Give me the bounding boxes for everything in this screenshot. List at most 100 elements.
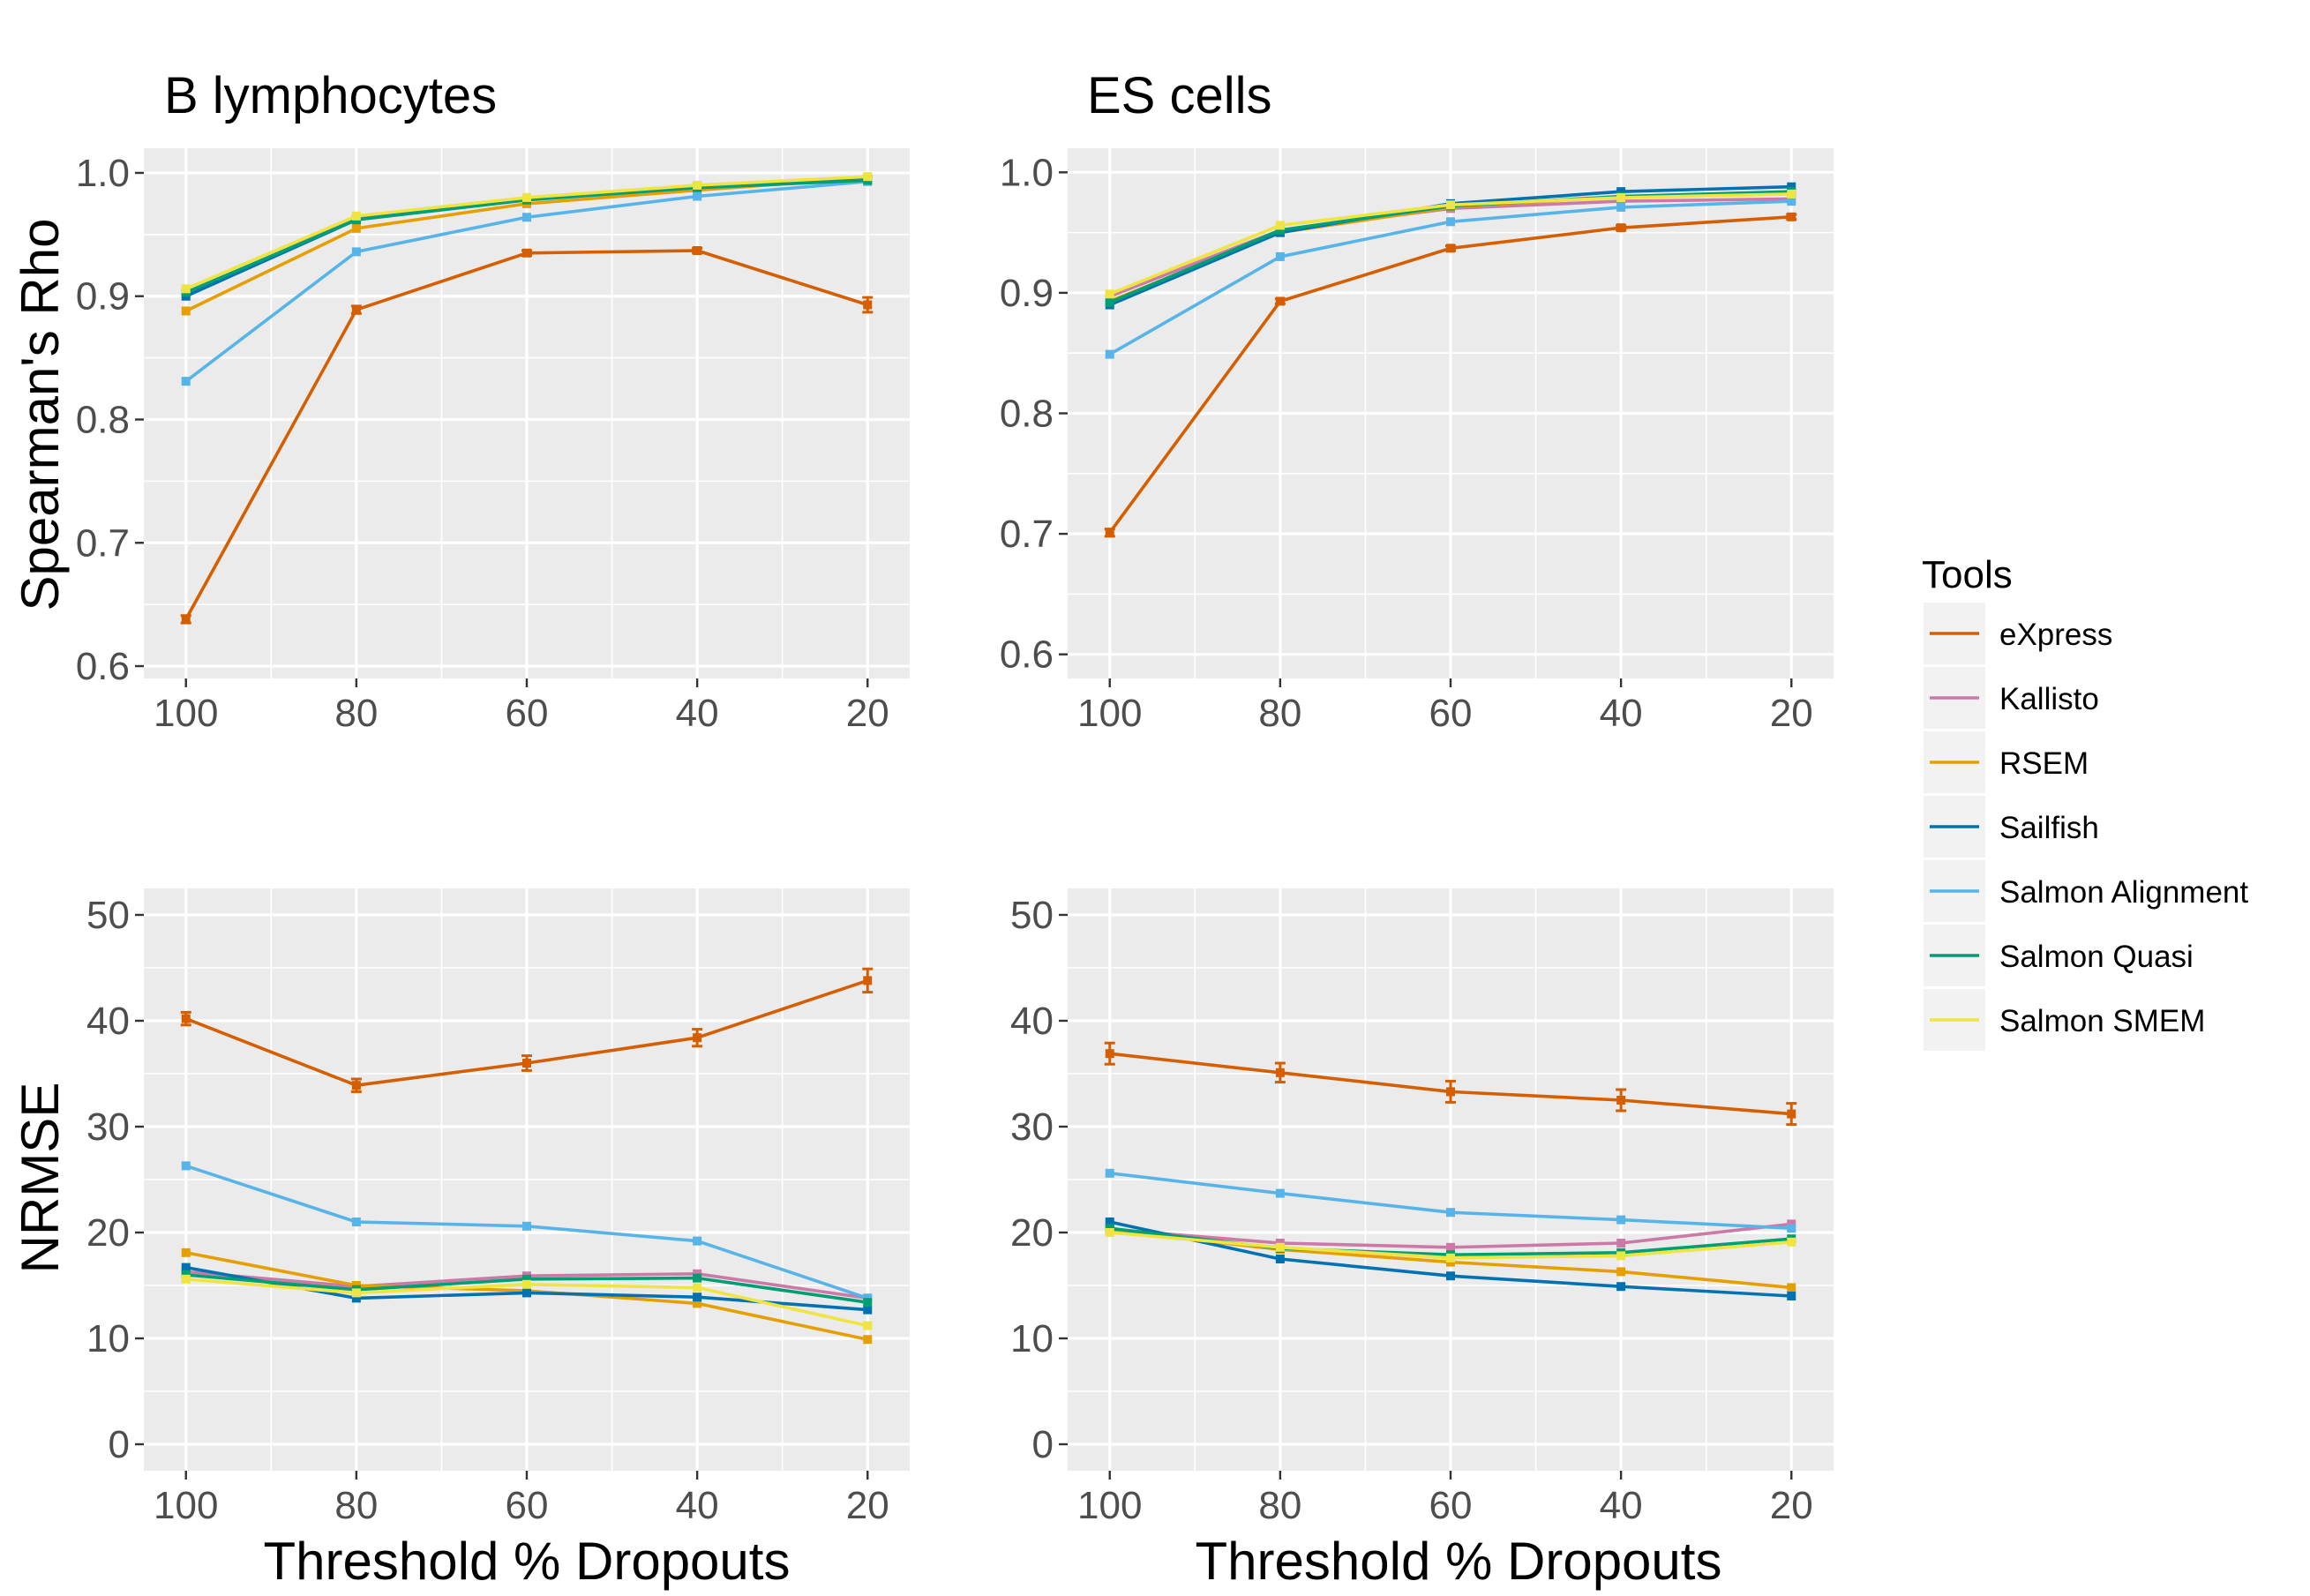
data-point xyxy=(1105,289,1114,299)
series-salmon-smem xyxy=(1105,1228,1796,1263)
data-point xyxy=(351,1293,361,1303)
data-point xyxy=(1275,296,1285,306)
legend-item-kallisto: Kallisto xyxy=(1924,667,2099,729)
y-tick-label: 30 xyxy=(86,1105,130,1149)
legend-label: RSEM xyxy=(1999,746,2089,781)
data-point xyxy=(522,1221,531,1231)
y-tick-label: 0.7 xyxy=(1000,513,1054,556)
x-tick-label: 80 xyxy=(1258,692,1301,735)
x-tick-label: 80 xyxy=(334,692,378,735)
y-tick-label: 20 xyxy=(1010,1211,1054,1255)
data-point xyxy=(863,1305,873,1315)
legend-item-express: eXpress xyxy=(1924,603,2112,664)
data-point xyxy=(1275,1255,1285,1263)
data-point xyxy=(1105,297,1114,307)
data-point xyxy=(1105,1228,1114,1237)
series-salmon-alignment xyxy=(1105,197,1796,359)
data-point xyxy=(1616,1096,1626,1105)
data-point xyxy=(1446,200,1455,210)
data-point xyxy=(693,1283,702,1293)
data-point xyxy=(1616,1215,1626,1225)
x-tick-label: 100 xyxy=(1077,692,1142,735)
y-tick-label: 40 xyxy=(86,1000,130,1043)
data-point xyxy=(181,1248,191,1257)
series-express xyxy=(180,246,874,625)
data-point xyxy=(693,180,702,190)
series-express xyxy=(1104,1041,1797,1127)
legend-label: Salmon SMEM xyxy=(1999,1004,2205,1038)
data-point xyxy=(1616,202,1626,212)
x-tick-label: 100 xyxy=(154,692,218,735)
panel-4: 0 10 20 30 40 50 100 80 60 40 20 xyxy=(1010,888,1834,1527)
data-point xyxy=(351,247,361,257)
y-axis-title-top: Spearman's Rho xyxy=(11,218,70,611)
data-point xyxy=(1616,223,1626,233)
data-point xyxy=(1787,1224,1796,1233)
data-point xyxy=(1446,1087,1455,1097)
data-point xyxy=(1105,349,1114,359)
x-tick-label: 40 xyxy=(676,1484,719,1527)
data-point xyxy=(1616,1282,1626,1292)
x-axis-title-left: Threshold % Dropouts xyxy=(264,1532,791,1591)
x-axis-title-right: Threshold % Dropouts xyxy=(1196,1532,1722,1591)
data-point xyxy=(1275,1068,1285,1077)
data-point xyxy=(1787,212,1796,221)
data-point xyxy=(863,1321,873,1330)
data-point xyxy=(1275,1188,1285,1198)
data-point xyxy=(351,1218,361,1226)
data-point xyxy=(181,1014,191,1023)
data-point xyxy=(1446,1271,1455,1281)
data-point xyxy=(351,1081,361,1090)
data-point xyxy=(1105,1218,1114,1226)
x-tick-label: 20 xyxy=(846,1484,889,1527)
panel-1: 0.6 0.7 0.8 0.9 1.0 100 80 60 40 20 xyxy=(76,148,910,735)
y-tick-label: 0.9 xyxy=(1000,272,1054,315)
legend-label: eXpress xyxy=(1999,618,2112,652)
legend-item-salmon-smem: Salmon SMEM xyxy=(1924,989,2205,1051)
series-sailfish xyxy=(1105,1218,1796,1300)
data-point xyxy=(522,1288,531,1298)
series-salmon-alignment xyxy=(1105,1168,1796,1233)
legend: Tools eXpress Kallisto RSEM Sailfish Salmon … xyxy=(1922,553,2248,1051)
y-tick-label: 1.0 xyxy=(76,152,130,195)
data-point xyxy=(863,1298,873,1308)
data-point xyxy=(1787,197,1796,206)
x-tick-label: 60 xyxy=(1429,1484,1473,1527)
data-point xyxy=(351,305,361,315)
data-point xyxy=(1446,244,1455,253)
x-tick-label: 100 xyxy=(1077,1484,1142,1527)
data-point xyxy=(181,1274,191,1284)
series-express xyxy=(180,967,874,1093)
y-tick-label: 0.9 xyxy=(76,275,130,318)
data-point xyxy=(181,377,191,386)
data-point xyxy=(1787,182,1796,191)
legend-item-salmon-alignment: Salmon Alignment xyxy=(1924,860,2248,922)
data-point xyxy=(693,1033,702,1043)
data-point xyxy=(522,213,531,222)
data-point xyxy=(863,172,873,182)
x-tick-label: 60 xyxy=(506,692,549,735)
x-tick-label: 80 xyxy=(334,1484,378,1527)
x-tick-label: 40 xyxy=(676,692,719,735)
data-point xyxy=(1616,193,1626,203)
panel-3: 0 10 20 30 40 50 100 80 60 40 20 xyxy=(86,888,910,1527)
panel-2: 0.6 0.7 0.8 0.9 1.0 100 80 60 40 20 xyxy=(1000,148,1834,735)
y-tick-label: 50 xyxy=(86,894,130,937)
x-tick-label: 80 xyxy=(1258,1484,1301,1527)
x-tick-label: 20 xyxy=(846,692,889,735)
y-tick-label: 10 xyxy=(1010,1317,1054,1360)
data-point xyxy=(181,614,191,624)
legend-label: Sailfish xyxy=(1999,811,2099,845)
y-tick-label: 0.6 xyxy=(76,645,130,688)
legend-title: Tools xyxy=(1922,553,2013,596)
data-point xyxy=(1787,1292,1796,1300)
data-point xyxy=(693,1236,702,1246)
y-tick-label: 0.7 xyxy=(76,521,130,565)
y-tick-label: 40 xyxy=(1010,1000,1054,1043)
data-point xyxy=(1446,1242,1455,1252)
y-axis-title-bottom: NRMSE xyxy=(11,1083,70,1274)
data-point xyxy=(863,300,873,310)
data-point xyxy=(693,191,702,201)
data-point xyxy=(1787,1283,1796,1293)
